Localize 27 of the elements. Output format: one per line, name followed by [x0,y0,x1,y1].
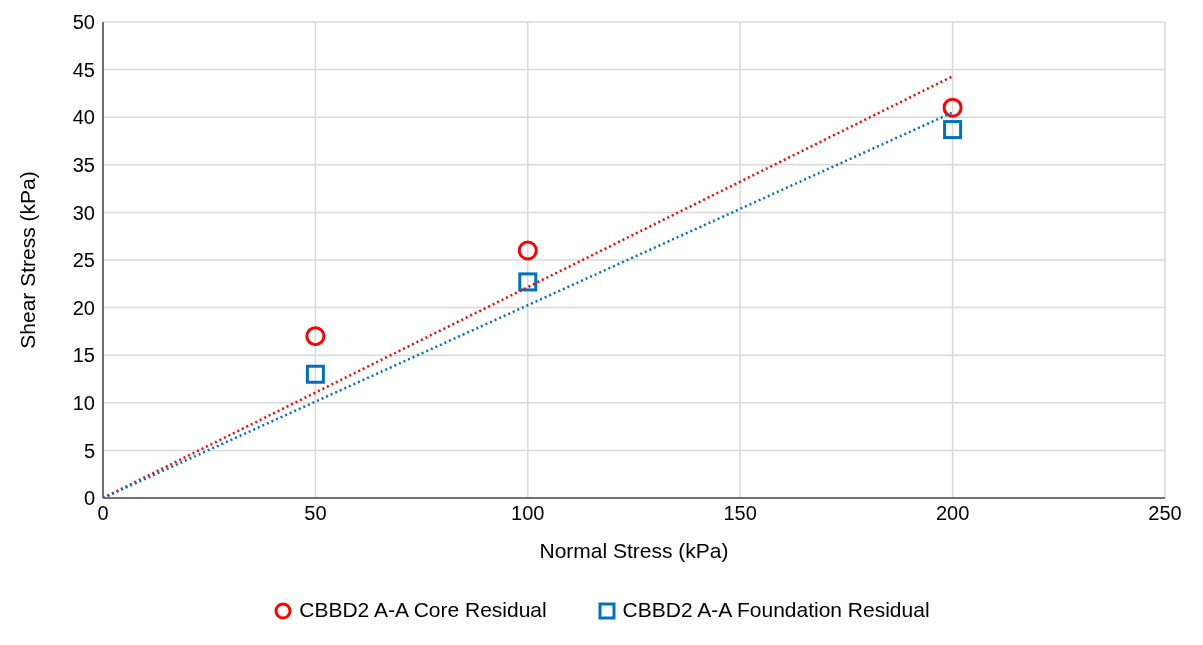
y-tick-label: 25 [72,249,95,272]
point [942,97,963,118]
y-tick-label: 0 [83,487,95,510]
point [305,326,326,347]
y-tick-label: 5 [83,439,95,462]
y-tick-label: 15 [72,344,95,367]
y-tick-label: 50 [72,11,95,34]
x-axis-title: Normal Stress (kPa) [539,539,729,562]
x-tick-label: 250 [1148,502,1182,525]
y-tick-label: 35 [72,153,95,176]
y-tick-label: 45 [72,58,95,81]
y-tick-label: 20 [72,296,95,319]
x-tick-label: 50 [304,502,327,525]
point [305,364,325,384]
legend-label: CBBD2 A-A Core Residual [298,598,547,622]
x-tick-label: 100 [511,502,545,525]
y-tick-label: 30 [72,201,95,224]
x-tick-label: 200 [935,502,970,525]
y-tick-label: 40 [72,106,95,129]
point [518,272,538,292]
y-tick-label: 10 [72,391,95,414]
point [943,120,963,140]
y-axis-title: Shear Stress (kPa) [16,171,40,349]
legend-label: CBBD2 A-A Foundation Residual [621,598,930,622]
x-tick-label: 0 [97,502,109,525]
x-tick-label: 150 [723,502,757,525]
point [517,240,538,261]
